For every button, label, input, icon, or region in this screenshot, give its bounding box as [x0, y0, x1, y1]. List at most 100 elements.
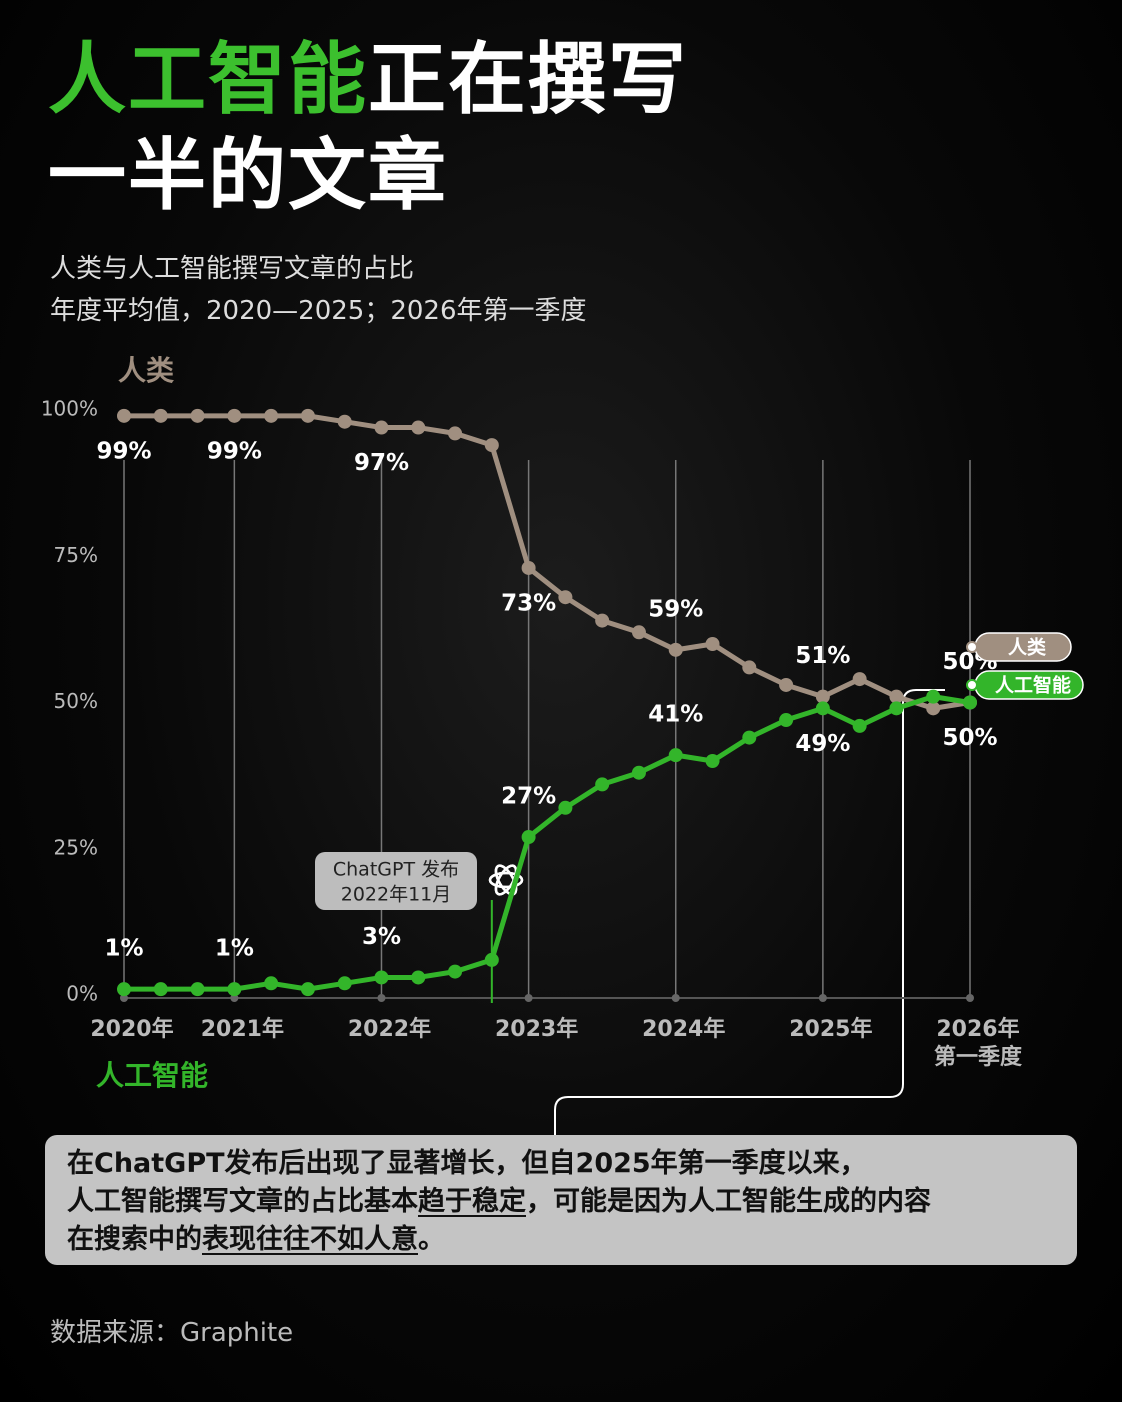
point	[153, 982, 168, 997]
point	[668, 642, 683, 657]
data-label: 27%	[501, 784, 556, 810]
point	[153, 408, 168, 423]
point	[227, 408, 242, 423]
point	[705, 754, 720, 768]
point	[742, 660, 757, 675]
point	[779, 713, 794, 728]
point	[558, 590, 573, 605]
data-label: 97%	[354, 450, 409, 476]
point	[190, 982, 205, 997]
x-tick-label: 2020年	[90, 1017, 174, 1042]
y-tick-label: 100%	[41, 397, 98, 421]
y-tick-label: 25%	[54, 835, 98, 859]
point	[264, 976, 279, 991]
point	[521, 830, 536, 845]
annotation-text: ChatGPT 发布	[333, 859, 459, 881]
chatgpt-logo	[488, 864, 524, 896]
legend-dot	[966, 641, 978, 653]
point	[595, 777, 610, 792]
point	[411, 970, 426, 985]
series-title: 人类	[118, 354, 174, 387]
title-white: 正在撰写	[368, 35, 689, 125]
data-label: 73%	[501, 590, 556, 616]
axis-dot	[524, 994, 533, 1002]
point	[374, 420, 389, 435]
point	[852, 672, 867, 687]
x-tick-label: 2023年	[494, 1017, 579, 1042]
data-label: 51%	[795, 643, 850, 669]
title-line2: 一半的文章	[48, 131, 449, 221]
callout: 在ChatGPT发布后出现了显著增长，但自2025年第一季度以来， 人工智能撰写文…	[45, 1135, 1077, 1265]
annotation-text: 2022年11月	[341, 884, 452, 906]
point	[742, 730, 757, 745]
data-label: 50%	[942, 725, 997, 751]
point	[227, 982, 242, 997]
y-tick-label: 0%	[66, 982, 98, 1006]
callout-text: ，可能是因为人工智能生成的内容	[526, 1186, 931, 1217]
point	[190, 408, 205, 423]
callout-text: 人工智能撰写文章的占比基本	[67, 1186, 418, 1217]
callout-text: 。	[418, 1224, 445, 1255]
data-label: 1%	[215, 936, 254, 962]
logo-petal	[488, 871, 524, 889]
y-tick-label: 75%	[54, 543, 98, 567]
point	[889, 701, 904, 716]
legend-label: 人工智能	[995, 674, 1071, 697]
axis-dot	[671, 994, 680, 1002]
x-tick-label: 2025年	[789, 1017, 873, 1042]
axis-dot	[120, 994, 128, 1002]
axis-dot	[966, 994, 974, 1002]
point	[337, 976, 352, 991]
callout-emphasis: 表现往往不如人意	[202, 1224, 418, 1255]
point	[448, 426, 463, 441]
x-tick-label: 2024年	[642, 1017, 726, 1042]
point	[300, 408, 315, 423]
data-label: 99%	[96, 438, 151, 464]
point	[117, 982, 131, 997]
point	[484, 952, 499, 967]
x-tick-label: 2026年 第一季度	[933, 1017, 1022, 1070]
series-title: 人工智能	[96, 1059, 208, 1092]
source: 数据来源：Graphite	[50, 1318, 294, 1348]
point	[668, 748, 683, 763]
point	[117, 408, 131, 423]
title: 人工智能正在撰写 一半的文章	[48, 32, 688, 224]
point	[558, 800, 573, 815]
legend-dot	[966, 679, 978, 691]
point	[815, 701, 830, 716]
connector	[554, 689, 945, 1135]
data-label: 49%	[795, 731, 850, 757]
logo-petal	[494, 864, 518, 896]
point	[779, 677, 794, 692]
point	[337, 414, 352, 429]
point	[889, 689, 904, 704]
x-tick-label: 2022年	[347, 1017, 432, 1042]
axis-dot	[818, 994, 827, 1002]
point	[374, 970, 389, 985]
point	[963, 695, 977, 710]
data-label: 41%	[648, 702, 703, 728]
callout-text: 在ChatGPT发布后出现了显著增长，但自2025年第一季度以来，	[67, 1148, 867, 1179]
point	[264, 408, 279, 423]
point	[631, 765, 646, 780]
subtitle: 人类与人工智能撰写文章的占比	[50, 254, 415, 284]
point	[411, 420, 426, 435]
point	[926, 701, 941, 716]
point	[926, 689, 941, 704]
axis-dot	[377, 994, 386, 1002]
data-label: 99%	[207, 438, 262, 464]
data-label: 59%	[648, 596, 703, 622]
point	[484, 438, 499, 453]
point	[705, 637, 720, 651]
point	[521, 560, 536, 575]
point	[631, 625, 646, 640]
axis-dot	[230, 994, 239, 1002]
title-green: 人工智能	[48, 35, 369, 125]
callout-emphasis: 趋于稳定	[418, 1186, 526, 1217]
point	[448, 964, 463, 979]
point	[815, 689, 830, 704]
point	[852, 718, 867, 733]
y-tick-label: 50%	[54, 689, 98, 713]
